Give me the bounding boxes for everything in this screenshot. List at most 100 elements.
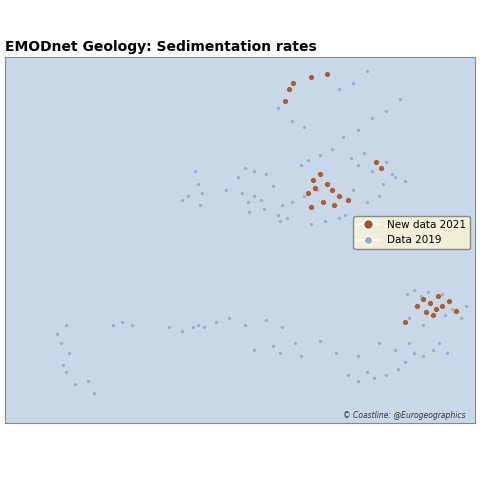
Point bbox=[382, 371, 390, 378]
Point bbox=[307, 203, 314, 211]
Point bbox=[321, 217, 328, 225]
Point bbox=[222, 186, 230, 194]
Point bbox=[429, 346, 437, 354]
Point bbox=[344, 371, 352, 378]
Point bbox=[379, 180, 387, 187]
Point bbox=[368, 114, 375, 121]
Point bbox=[194, 180, 202, 187]
Point bbox=[250, 346, 258, 354]
Point bbox=[276, 217, 283, 225]
Point bbox=[410, 286, 418, 294]
Point bbox=[406, 340, 413, 348]
Point bbox=[197, 201, 204, 209]
Text: EMODnet Geology: Sedimentation rates: EMODnet Geology: Sedimentation rates bbox=[5, 40, 316, 54]
Point bbox=[429, 312, 437, 319]
Point bbox=[72, 380, 79, 388]
Point bbox=[238, 189, 246, 197]
Point bbox=[241, 321, 249, 328]
Point bbox=[60, 361, 67, 369]
Point bbox=[307, 220, 314, 228]
Point bbox=[244, 199, 252, 206]
Point bbox=[313, 186, 321, 194]
Point bbox=[250, 168, 258, 175]
Point bbox=[304, 189, 312, 197]
Point bbox=[349, 186, 357, 194]
Point bbox=[269, 182, 277, 190]
Point bbox=[438, 290, 446, 298]
Point bbox=[354, 161, 361, 168]
Point bbox=[360, 149, 368, 156]
Point bbox=[332, 349, 340, 357]
Point bbox=[283, 215, 291, 222]
Point bbox=[263, 170, 270, 178]
Point bbox=[278, 324, 286, 331]
Point bbox=[404, 290, 411, 298]
Point bbox=[53, 330, 60, 338]
Point bbox=[453, 307, 460, 314]
Point bbox=[90, 389, 98, 397]
Point bbox=[199, 189, 206, 197]
Point bbox=[178, 196, 185, 204]
Point bbox=[316, 170, 324, 178]
Point bbox=[389, 170, 396, 178]
Point bbox=[335, 85, 343, 93]
Point bbox=[410, 349, 418, 357]
Point bbox=[420, 295, 427, 303]
Point bbox=[281, 97, 289, 105]
Point bbox=[401, 177, 408, 185]
Point bbox=[166, 324, 173, 331]
Point bbox=[213, 318, 220, 326]
Point bbox=[328, 186, 336, 194]
Point bbox=[191, 168, 199, 175]
Point bbox=[342, 211, 349, 218]
Point bbox=[420, 321, 427, 328]
Point bbox=[330, 201, 338, 209]
Point bbox=[382, 107, 390, 115]
Point bbox=[436, 340, 444, 348]
Point bbox=[297, 352, 305, 360]
Point bbox=[391, 173, 399, 181]
Point bbox=[448, 305, 456, 312]
Point bbox=[349, 79, 357, 87]
Point bbox=[375, 340, 383, 348]
Point bbox=[312, 184, 319, 192]
Point bbox=[406, 314, 413, 322]
Point bbox=[401, 318, 408, 326]
Point bbox=[307, 73, 314, 81]
Point bbox=[109, 321, 117, 328]
Point bbox=[291, 340, 299, 348]
Point bbox=[354, 352, 361, 360]
Point bbox=[194, 321, 202, 328]
Point bbox=[84, 377, 91, 385]
Point bbox=[65, 349, 72, 357]
Point bbox=[340, 132, 348, 140]
Point bbox=[316, 337, 324, 345]
Point bbox=[319, 199, 326, 206]
Point bbox=[250, 192, 258, 200]
Point bbox=[178, 327, 185, 335]
Point bbox=[372, 158, 380, 166]
Point bbox=[375, 192, 383, 200]
Point bbox=[422, 309, 430, 316]
Point bbox=[128, 321, 136, 328]
Point bbox=[462, 302, 469, 310]
Point bbox=[347, 154, 355, 162]
Point bbox=[354, 377, 361, 385]
Point bbox=[289, 79, 297, 87]
Point bbox=[119, 318, 126, 326]
Point bbox=[201, 324, 208, 331]
Point bbox=[420, 352, 427, 360]
Point bbox=[394, 365, 402, 373]
Point bbox=[323, 180, 330, 187]
Point bbox=[260, 205, 267, 213]
Point bbox=[189, 324, 197, 331]
Point bbox=[370, 374, 377, 382]
Point bbox=[368, 168, 375, 175]
Point bbox=[184, 192, 192, 200]
Point bbox=[445, 297, 453, 305]
Point bbox=[246, 208, 253, 216]
Point bbox=[300, 192, 308, 200]
Point bbox=[62, 368, 70, 375]
Point bbox=[363, 368, 371, 375]
Point bbox=[396, 95, 404, 103]
